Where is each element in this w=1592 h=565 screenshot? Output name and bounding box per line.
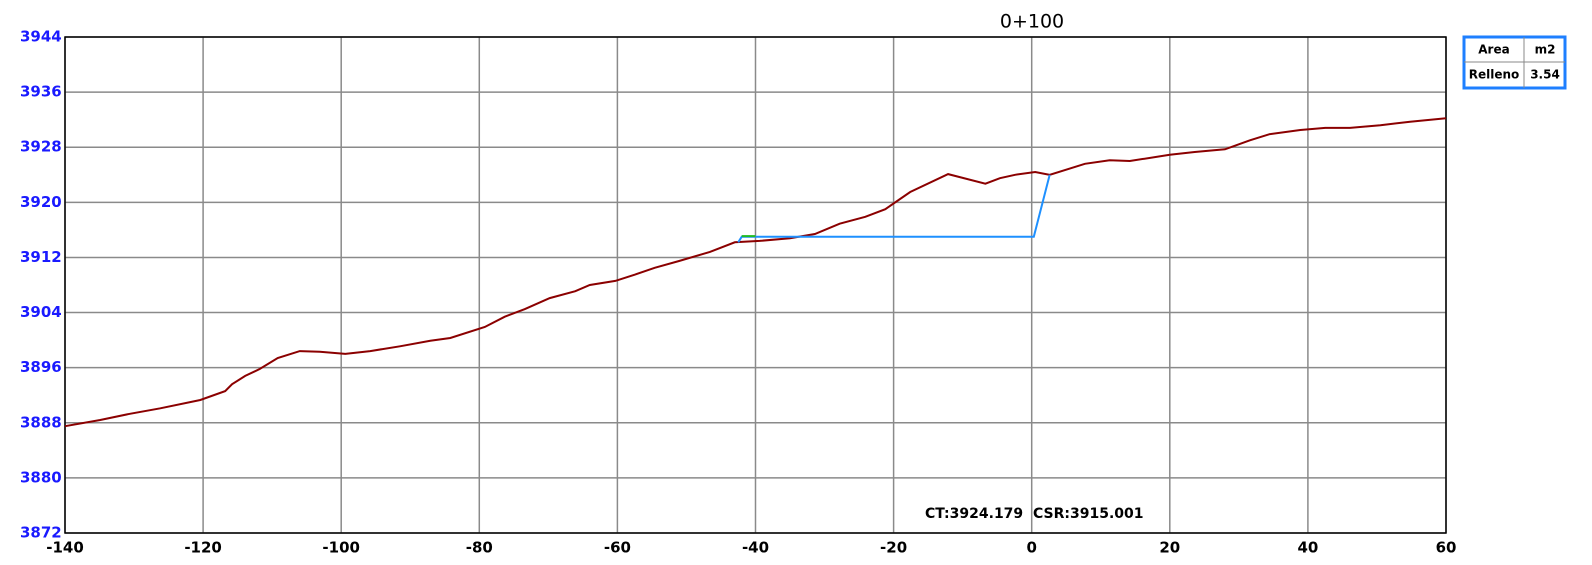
series-line bbox=[64, 117, 1447, 428]
x-tick-label: 60 bbox=[1436, 539, 1457, 557]
x-tick-label: -80 bbox=[466, 539, 493, 557]
x-tick-label: -140 bbox=[46, 539, 84, 557]
x-tick-label: -20 bbox=[880, 539, 907, 557]
x-tick-label: -100 bbox=[322, 539, 360, 557]
annotation: CSR:3915.001 bbox=[1033, 506, 1144, 522]
table-header: Area bbox=[1478, 43, 1509, 57]
series-line bbox=[737, 174, 1051, 243]
y-tick-label: 3928 bbox=[20, 138, 62, 156]
y-tick-label: 3936 bbox=[20, 83, 62, 101]
x-tick-label: 20 bbox=[1159, 539, 1180, 557]
y-tick-label: 3904 bbox=[20, 303, 62, 321]
table-header: m2 bbox=[1535, 43, 1556, 57]
x-tick-label: -120 bbox=[184, 539, 222, 557]
y-tick-label: 3880 bbox=[20, 468, 62, 486]
annotation: CT:3924.179 bbox=[925, 506, 1023, 522]
plot-frame bbox=[64, 36, 1447, 534]
x-tick-label: 40 bbox=[1297, 539, 1318, 557]
y-tick-label: 3888 bbox=[20, 413, 62, 431]
y-tick-label: 3912 bbox=[20, 248, 62, 266]
y-tick-label: 3896 bbox=[20, 358, 62, 376]
table-cell: Relleno bbox=[1469, 68, 1520, 82]
y-tick-label: 3920 bbox=[20, 193, 62, 211]
table-cell: 3.54 bbox=[1530, 68, 1560, 82]
chart-title: 0+100 bbox=[1000, 11, 1064, 33]
x-tick-label: -40 bbox=[742, 539, 769, 557]
y-tick-label: 3944 bbox=[20, 28, 62, 46]
x-tick-label: 0 bbox=[1026, 539, 1036, 557]
y-tick-label: 3872 bbox=[20, 524, 62, 542]
x-tick-label: -60 bbox=[604, 539, 631, 557]
